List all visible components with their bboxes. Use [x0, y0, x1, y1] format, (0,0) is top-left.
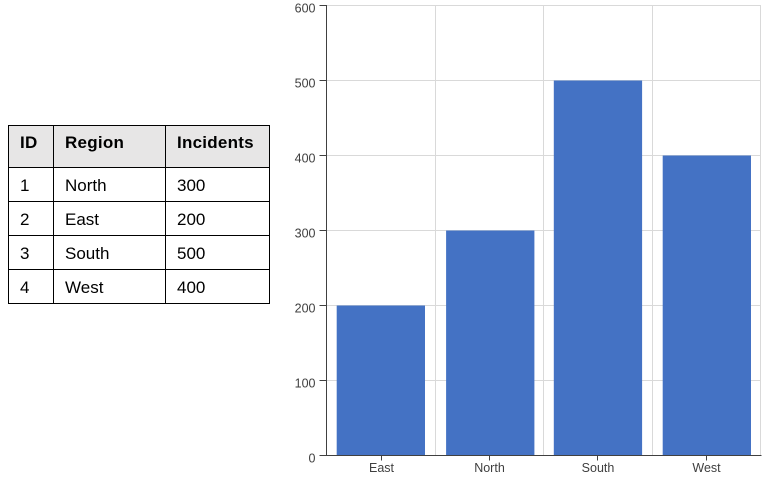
svg-text:0: 0 — [309, 451, 316, 465]
svg-text:South: South — [582, 461, 615, 475]
svg-text:200: 200 — [295, 301, 316, 315]
svg-text:600: 600 — [295, 1, 316, 15]
svg-text:West: West — [692, 461, 721, 475]
svg-text:East: East — [369, 461, 395, 475]
svg-text:North: North — [474, 461, 505, 475]
svg-text:500: 500 — [295, 76, 316, 90]
svg-text:400: 400 — [295, 151, 316, 165]
svg-text:300: 300 — [295, 226, 316, 240]
svg-text:100: 100 — [295, 376, 316, 390]
